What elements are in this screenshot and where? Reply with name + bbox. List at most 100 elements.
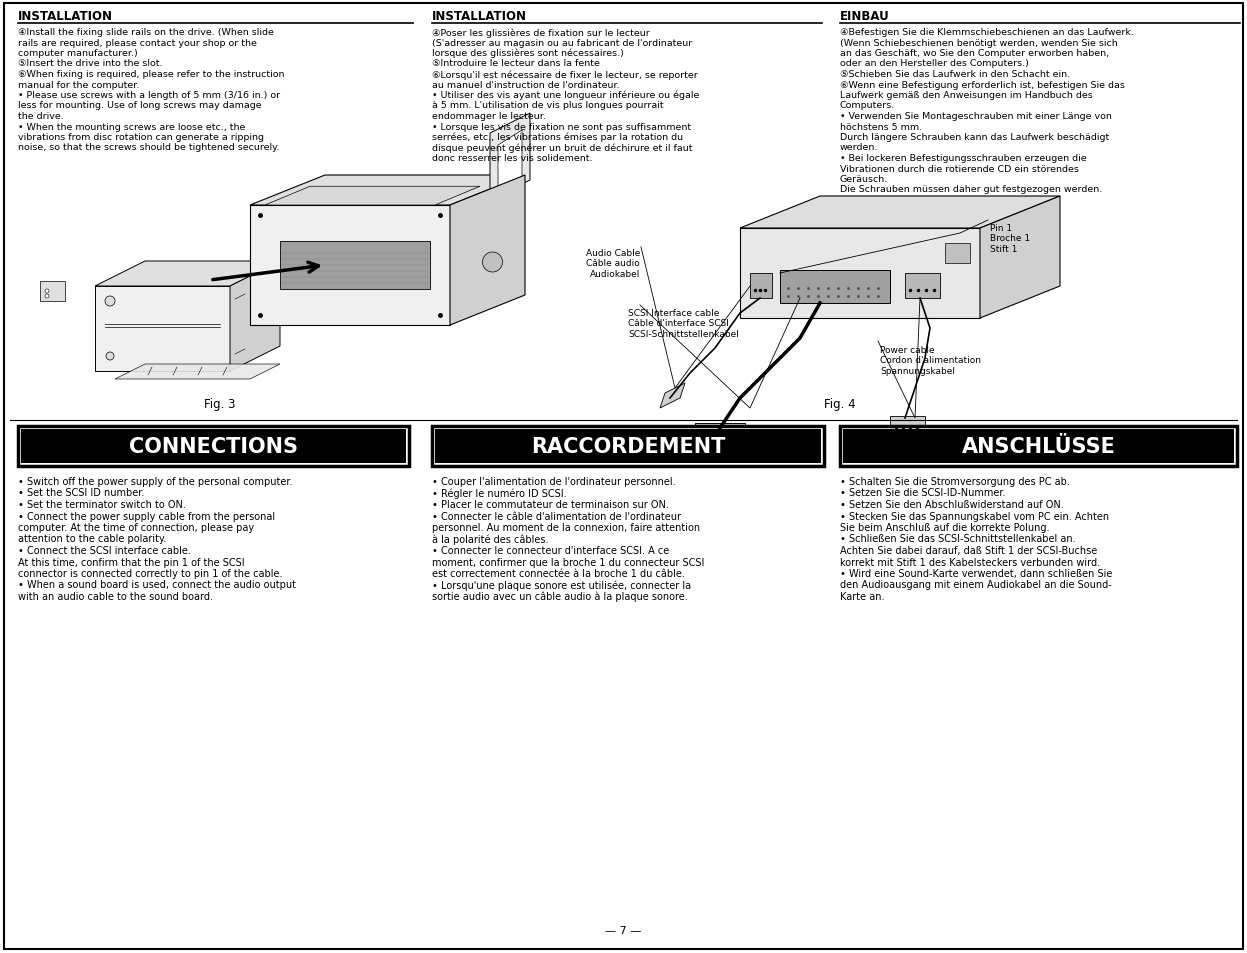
Text: den Audioausgang mit einem Audiokabel an die Sound-: den Audioausgang mit einem Audiokabel an… <box>840 579 1112 590</box>
Circle shape <box>483 253 503 273</box>
Text: ⑤Insert the drive into the slot.: ⑤Insert the drive into the slot. <box>17 59 162 69</box>
Text: • Set the terminator switch to ON.: • Set the terminator switch to ON. <box>17 499 186 510</box>
Text: moment, confirmer que la broche 1 du connecteur SCSI: moment, confirmer que la broche 1 du con… <box>431 557 705 567</box>
Text: serrées, etc., les vibrations émises par la rotation du: serrées, etc., les vibrations émises par… <box>431 132 683 142</box>
Polygon shape <box>266 187 480 206</box>
Polygon shape <box>115 365 281 379</box>
Text: ⑤Schieben Sie das Laufwerk in den Schacht ein.: ⑤Schieben Sie das Laufwerk in den Schach… <box>840 70 1070 79</box>
Text: • Lorsque les vis de fixation ne sont pas suffisamment: • Lorsque les vis de fixation ne sont pa… <box>431 122 691 132</box>
Text: Laufwerk gemäß den Anweisungen im Handbuch des: Laufwerk gemäß den Anweisungen im Handbu… <box>840 91 1092 100</box>
Bar <box>843 430 1235 463</box>
Text: höchstens 5 mm.: höchstens 5 mm. <box>840 122 922 132</box>
Bar <box>435 430 821 463</box>
Polygon shape <box>980 196 1060 318</box>
Polygon shape <box>660 384 685 409</box>
Text: • Connecter le connecteur d'interface SCSI. A ce: • Connecter le connecteur d'interface SC… <box>431 545 670 556</box>
Text: endommager le lecteur.: endommager le lecteur. <box>431 112 546 121</box>
Polygon shape <box>95 287 229 372</box>
Text: personnel. Au moment de la connexion, faire attention: personnel. Au moment de la connexion, fa… <box>431 522 700 533</box>
Polygon shape <box>249 175 525 206</box>
Text: • Couper l'alimentation de l'ordinateur personnel.: • Couper l'alimentation de l'ordinateur … <box>431 476 676 486</box>
Text: noise, so that the screws should be tightened securely.: noise, so that the screws should be tigh… <box>17 143 279 152</box>
Polygon shape <box>40 282 65 302</box>
Polygon shape <box>739 196 1060 229</box>
Text: • Schalten Sie die Stromversorgung des PC ab.: • Schalten Sie die Stromversorgung des P… <box>840 476 1070 486</box>
Bar <box>890 416 925 438</box>
Text: sortie audio avec un câble audio à la plaque sonore.: sortie audio avec un câble audio à la pl… <box>431 592 688 602</box>
Circle shape <box>106 353 113 360</box>
Polygon shape <box>249 206 450 326</box>
Text: SCSI Interface cable
Câble d'interface SCSI
SCSI-Schnittstellenkabel: SCSI Interface cable Câble d'interface S… <box>628 309 739 338</box>
Text: • Verwenden Sie Montageschrauben mit einer Länge von: • Verwenden Sie Montageschrauben mit ein… <box>840 112 1112 121</box>
Text: ④Befestigen Sie die Klemmschiebeschienen an das Laufwerk.: ④Befestigen Sie die Klemmschiebeschienen… <box>840 28 1134 37</box>
Polygon shape <box>490 113 530 201</box>
Text: disque peuvent générer un bruit de déchirure et il faut: disque peuvent générer un bruit de déchi… <box>431 143 692 152</box>
Text: • Régler le numéro ID SCSI.: • Régler le numéro ID SCSI. <box>431 488 566 498</box>
Text: • Connect the SCSI interface cable.: • Connect the SCSI interface cable. <box>17 545 191 556</box>
Text: Power cable
Cordon d'alimentation
Spannungskabel: Power cable Cordon d'alimentation Spannu… <box>880 346 981 375</box>
Text: Pin 1
Broche 1
Stift 1: Pin 1 Broche 1 Stift 1 <box>990 224 1030 253</box>
Text: with an audio cable to the sound board.: with an audio cable to the sound board. <box>17 592 213 601</box>
Text: • Wird eine Sound-Karte verwendet, dann schließen Sie: • Wird eine Sound-Karte verwendet, dann … <box>840 568 1112 578</box>
Polygon shape <box>229 262 281 372</box>
Bar <box>695 423 744 449</box>
Text: INSTALLATION: INSTALLATION <box>431 10 527 23</box>
Circle shape <box>45 294 49 298</box>
Text: • Please use screws with a length of 5 mm (3/16 in.) or: • Please use screws with a length of 5 m… <box>17 91 281 100</box>
Text: lorsque des glissières sont nécessaires.): lorsque des glissières sont nécessaires.… <box>431 49 624 58</box>
Bar <box>21 430 407 463</box>
Text: • Schließen Sie das SCSI-Schnittstellenkabel an.: • Schließen Sie das SCSI-Schnittstellenk… <box>840 534 1076 544</box>
Text: • Connecter le câble d'alimentation de l'ordinateur: • Connecter le câble d'alimentation de l… <box>431 511 681 521</box>
Text: CONNECTIONS: CONNECTIONS <box>128 436 298 456</box>
Text: RACCORDEMENT: RACCORDEMENT <box>531 436 726 456</box>
Text: Die Schrauben müssen daher gut festgezogen werden.: Die Schrauben müssen daher gut festgezog… <box>840 185 1102 194</box>
Bar <box>431 427 824 467</box>
Text: • Setzen Sie den Abschlußwiderstand auf ON.: • Setzen Sie den Abschlußwiderstand auf … <box>840 499 1064 510</box>
Text: INSTALLATION: INSTALLATION <box>17 10 113 23</box>
Text: (Wenn Schiebeschienen benötigt werden, wenden Sie sich: (Wenn Schiebeschienen benötigt werden, w… <box>840 38 1117 48</box>
Text: EINBAU: EINBAU <box>840 10 890 23</box>
Text: Sie beim Anschluß auf die korrekte Polung.: Sie beim Anschluß auf die korrekte Polun… <box>840 522 1050 533</box>
Text: (S'adresser au magasin ou au fabricant de l'ordinateur: (S'adresser au magasin ou au fabricant d… <box>431 38 692 48</box>
Text: the drive.: the drive. <box>17 112 64 121</box>
Polygon shape <box>281 242 430 290</box>
Text: Karte an.: Karte an. <box>840 592 884 601</box>
Text: vibrations from disc rotation can generate a ripping: vibrations from disc rotation can genera… <box>17 132 264 142</box>
Text: Audio Cable
Câble audio
Audiokabel: Audio Cable Câble audio Audiokabel <box>586 249 640 278</box>
Text: ANSCHLÜSSE: ANSCHLÜSSE <box>961 436 1115 456</box>
Circle shape <box>105 296 115 307</box>
Text: manual for the computer.: manual for the computer. <box>17 80 140 90</box>
Text: ⑥When fixing is required, please refer to the instruction: ⑥When fixing is required, please refer t… <box>17 70 284 79</box>
Text: ④Poser les glissières de fixation sur le lecteur: ④Poser les glissières de fixation sur le… <box>431 28 650 37</box>
Polygon shape <box>739 229 980 318</box>
Polygon shape <box>450 175 525 326</box>
Bar <box>781 271 890 304</box>
Text: connector is connected correctly to pin 1 of the cable.: connector is connected correctly to pin … <box>17 568 283 578</box>
Text: • Stecken Sie das Spannungskabel vom PC ein. Achten: • Stecken Sie das Spannungskabel vom PC … <box>840 511 1109 521</box>
Text: Vibrationen durch die rotierende CD ein störendes: Vibrationen durch die rotierende CD ein … <box>840 164 1079 173</box>
Text: Achten Sie dabei darauf, daß Stift 1 der SCSI-Buchse: Achten Sie dabei darauf, daß Stift 1 der… <box>840 545 1097 556</box>
Text: — 7 —: — 7 — <box>605 925 641 935</box>
Text: est correctement connectée à la broche 1 du câble.: est correctement connectée à la broche 1… <box>431 568 685 578</box>
Bar <box>17 427 409 467</box>
Text: • Set the SCSI ID number.: • Set the SCSI ID number. <box>17 488 145 498</box>
Text: • Utiliser des vis ayant une longueur inférieure ou égale: • Utiliser des vis ayant une longueur in… <box>431 91 700 100</box>
Text: • Connect the power supply cable from the personal: • Connect the power supply cable from th… <box>17 511 276 521</box>
Text: computer manufacturer.): computer manufacturer.) <box>17 49 137 58</box>
Text: Fig. 3: Fig. 3 <box>205 397 236 411</box>
Text: à 5 mm. L'utilisation de vis plus longues pourrait: à 5 mm. L'utilisation de vis plus longue… <box>431 101 663 111</box>
Text: Computers.: Computers. <box>840 101 895 111</box>
Text: Geräusch.: Geräusch. <box>840 174 888 184</box>
Text: au manuel d'instruction de l'ordinateur.: au manuel d'instruction de l'ordinateur. <box>431 80 620 90</box>
Text: rails are required, please contact your shop or the: rails are required, please contact your … <box>17 38 257 48</box>
Text: • Switch off the power supply of the personal computer.: • Switch off the power supply of the per… <box>17 476 293 486</box>
Text: • When the mounting screws are loose etc., the: • When the mounting screws are loose etc… <box>17 122 246 132</box>
Text: • Lorsqu'une plaque sonore est utilisée, connecter la: • Lorsqu'une plaque sonore est utilisée,… <box>431 579 691 590</box>
Polygon shape <box>498 131 522 195</box>
Text: korrekt mit Stift 1 des Kabelsteckers verbunden wird.: korrekt mit Stift 1 des Kabelsteckers ve… <box>840 557 1100 567</box>
Text: à la polarité des câbles.: à la polarité des câbles. <box>431 534 549 544</box>
Bar <box>905 274 940 298</box>
Text: ⑥Lorsqu'il est nécessaire de fixer le lecteur, se reporter: ⑥Lorsqu'il est nécessaire de fixer le le… <box>431 70 698 79</box>
Polygon shape <box>95 262 281 287</box>
Text: Fig. 4: Fig. 4 <box>824 397 855 411</box>
